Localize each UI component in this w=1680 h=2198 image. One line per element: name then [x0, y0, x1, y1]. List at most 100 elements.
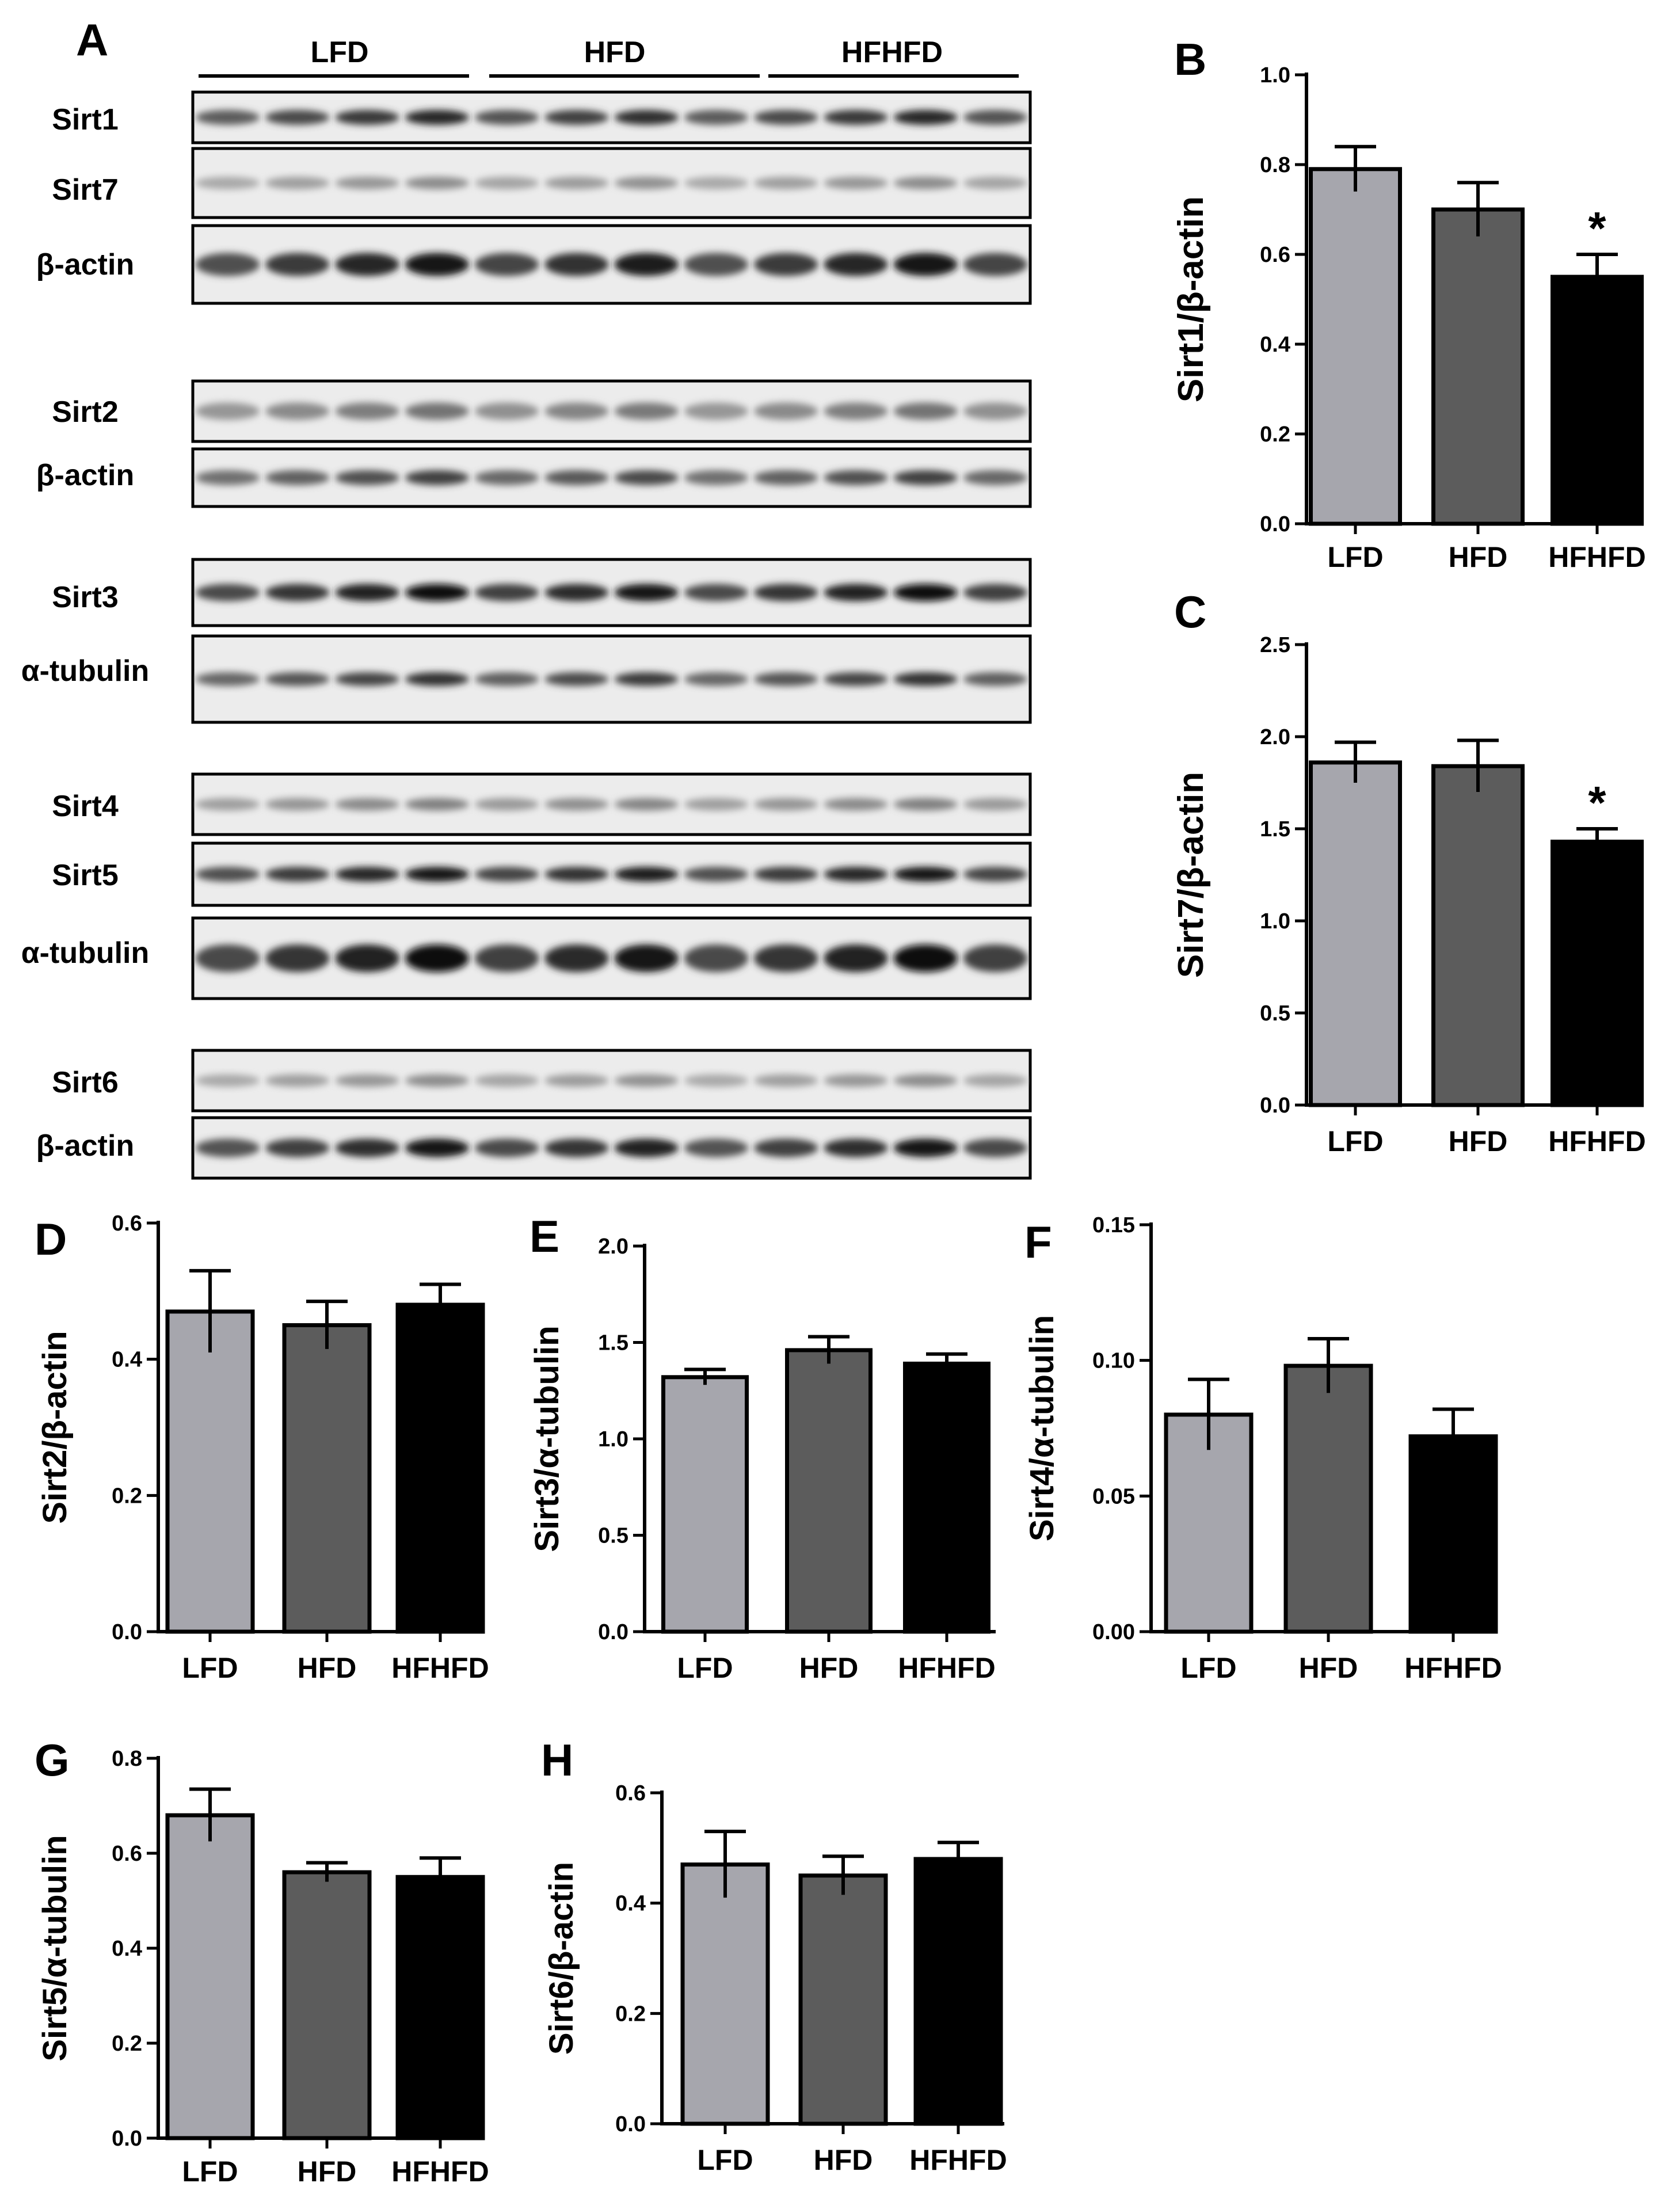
chart-e: E Sirt3/α-tubulin LFD HFD HFHFD 0.0 0.5 1.0 1.5 2…	[528, 1211, 996, 1684]
blot-band	[405, 110, 470, 125]
y-axis-label: Sirt2/β-actin	[36, 1331, 74, 1523]
blot-frame-bactin2	[191, 447, 1032, 508]
blot-band	[474, 177, 539, 189]
category-label-lfd: LFD	[1327, 541, 1383, 573]
blot-band	[824, 1074, 888, 1087]
blot-label-beta-actin-2: β-actin	[36, 459, 134, 492]
blot-band	[474, 253, 539, 276]
bar-hfd	[282, 1870, 372, 2140]
panel-letter-a: A	[76, 14, 108, 65]
blot-band	[893, 944, 958, 972]
blot-frame-bactin3	[191, 1116, 1032, 1180]
blot-band	[265, 1138, 330, 1157]
bar-lfd	[680, 1862, 770, 2126]
blot-strip-sirt6	[191, 1049, 1032, 1113]
blot-band	[405, 1074, 470, 1087]
blot-strip-atub2	[191, 916, 1032, 1000]
blot-band	[405, 402, 470, 420]
blot-band	[335, 470, 399, 485]
blot-band	[963, 177, 1028, 189]
blot-band	[893, 402, 958, 420]
y-tick-label: 0.0	[615, 2112, 646, 2136]
blot-label-sirt3: Sirt3	[52, 581, 119, 614]
y-axis-label: Sirt1/β-actin	[1171, 196, 1211, 402]
blot-band	[963, 584, 1028, 601]
blot-band	[893, 1074, 958, 1087]
blot-band	[474, 584, 539, 601]
blot-band	[753, 584, 818, 601]
blot-band	[544, 402, 609, 420]
blot-band	[963, 253, 1028, 276]
y-tick-label: 1.5	[598, 1331, 628, 1355]
blot-frame-atub2	[191, 916, 1032, 1000]
blot-band	[405, 253, 470, 276]
blot-band	[335, 867, 399, 882]
blot-band	[753, 402, 818, 420]
y-tick-label: 2.5	[1260, 633, 1290, 657]
y-tick-label: 0.2	[1260, 422, 1290, 447]
blot-band	[195, 798, 260, 811]
group-label-lfd: LFD	[310, 36, 368, 69]
y-axis-label: Sirt5/α-tubulin	[36, 1835, 74, 2061]
blot-band	[405, 177, 470, 189]
blot-band	[265, 253, 330, 276]
blot-band	[614, 110, 679, 125]
blot-frame-sirt7	[191, 147, 1032, 219]
blot-frame-atub1	[191, 634, 1032, 724]
blot-band	[753, 867, 818, 882]
blot-band	[963, 944, 1028, 972]
blot-band	[474, 798, 539, 811]
blot-band	[544, 672, 609, 686]
bar-hfd	[785, 1348, 873, 1634]
blot-band	[614, 253, 679, 276]
blot-band	[963, 798, 1028, 811]
y-tick-label: 2.0	[1260, 725, 1290, 749]
blot-band	[824, 253, 888, 276]
blot-label-sirt6: Sirt6	[52, 1066, 119, 1099]
blot-band	[195, 402, 260, 420]
y-tick-label: 1.0	[1260, 63, 1290, 87]
blot-band	[614, 867, 679, 882]
blot-band	[405, 584, 470, 601]
blot-label-sirt1: Sirt1	[52, 103, 119, 136]
blot-frame-sirt6	[191, 1049, 1032, 1113]
blot-band	[405, 1138, 470, 1157]
blot-band	[753, 177, 818, 189]
blot-band	[335, 177, 399, 189]
blot-strip-bactin3	[191, 1116, 1032, 1180]
blot-label-alpha-tubulin-1: α-tubulin	[21, 654, 150, 688]
blot-label-sirt2: Sirt2	[52, 395, 119, 429]
category-label-hfd: HFD	[298, 1652, 357, 1684]
panel-a-western-blots: A LFD HFD HFHFD Sirt1 Sirt7 β-actin Sirt…	[21, 14, 1032, 1180]
panel-letter-c: C	[1174, 586, 1206, 637]
blot-band	[893, 798, 958, 811]
bar-lfd	[165, 1309, 255, 1634]
blot-band	[684, 584, 749, 601]
blot-band	[195, 177, 260, 189]
blot-band	[195, 867, 260, 882]
blot-band	[335, 1074, 399, 1087]
bar-hfd	[1283, 1363, 1373, 1634]
y-axis-label: Sirt6/β-actin	[543, 1862, 580, 2055]
category-label-hfd: HFD	[298, 2155, 357, 2188]
blot-band	[265, 944, 330, 972]
blot-band	[474, 470, 539, 485]
blot-band	[893, 470, 958, 485]
category-label-lfd: LFD	[1180, 1652, 1236, 1684]
blot-strip-bactin1	[191, 224, 1032, 305]
blot-frame-sirt2	[191, 379, 1032, 443]
blot-band	[753, 944, 818, 972]
blot-band	[614, 584, 679, 601]
category-label-lfd: LFD	[182, 2155, 238, 2188]
blot-band	[963, 110, 1028, 125]
blot-band	[335, 798, 399, 811]
bar-lfd	[661, 1375, 749, 1634]
bar-hfhfd	[395, 1875, 485, 2140]
blot-band	[893, 584, 958, 601]
blot-band	[963, 1138, 1028, 1157]
blot-band	[405, 944, 470, 972]
bar-hfhfd	[913, 1857, 1003, 2126]
blot-band	[265, 177, 330, 189]
y-tick-label: 0.6	[112, 1842, 142, 1866]
blot-label-beta-actin-3: β-actin	[36, 1129, 134, 1163]
